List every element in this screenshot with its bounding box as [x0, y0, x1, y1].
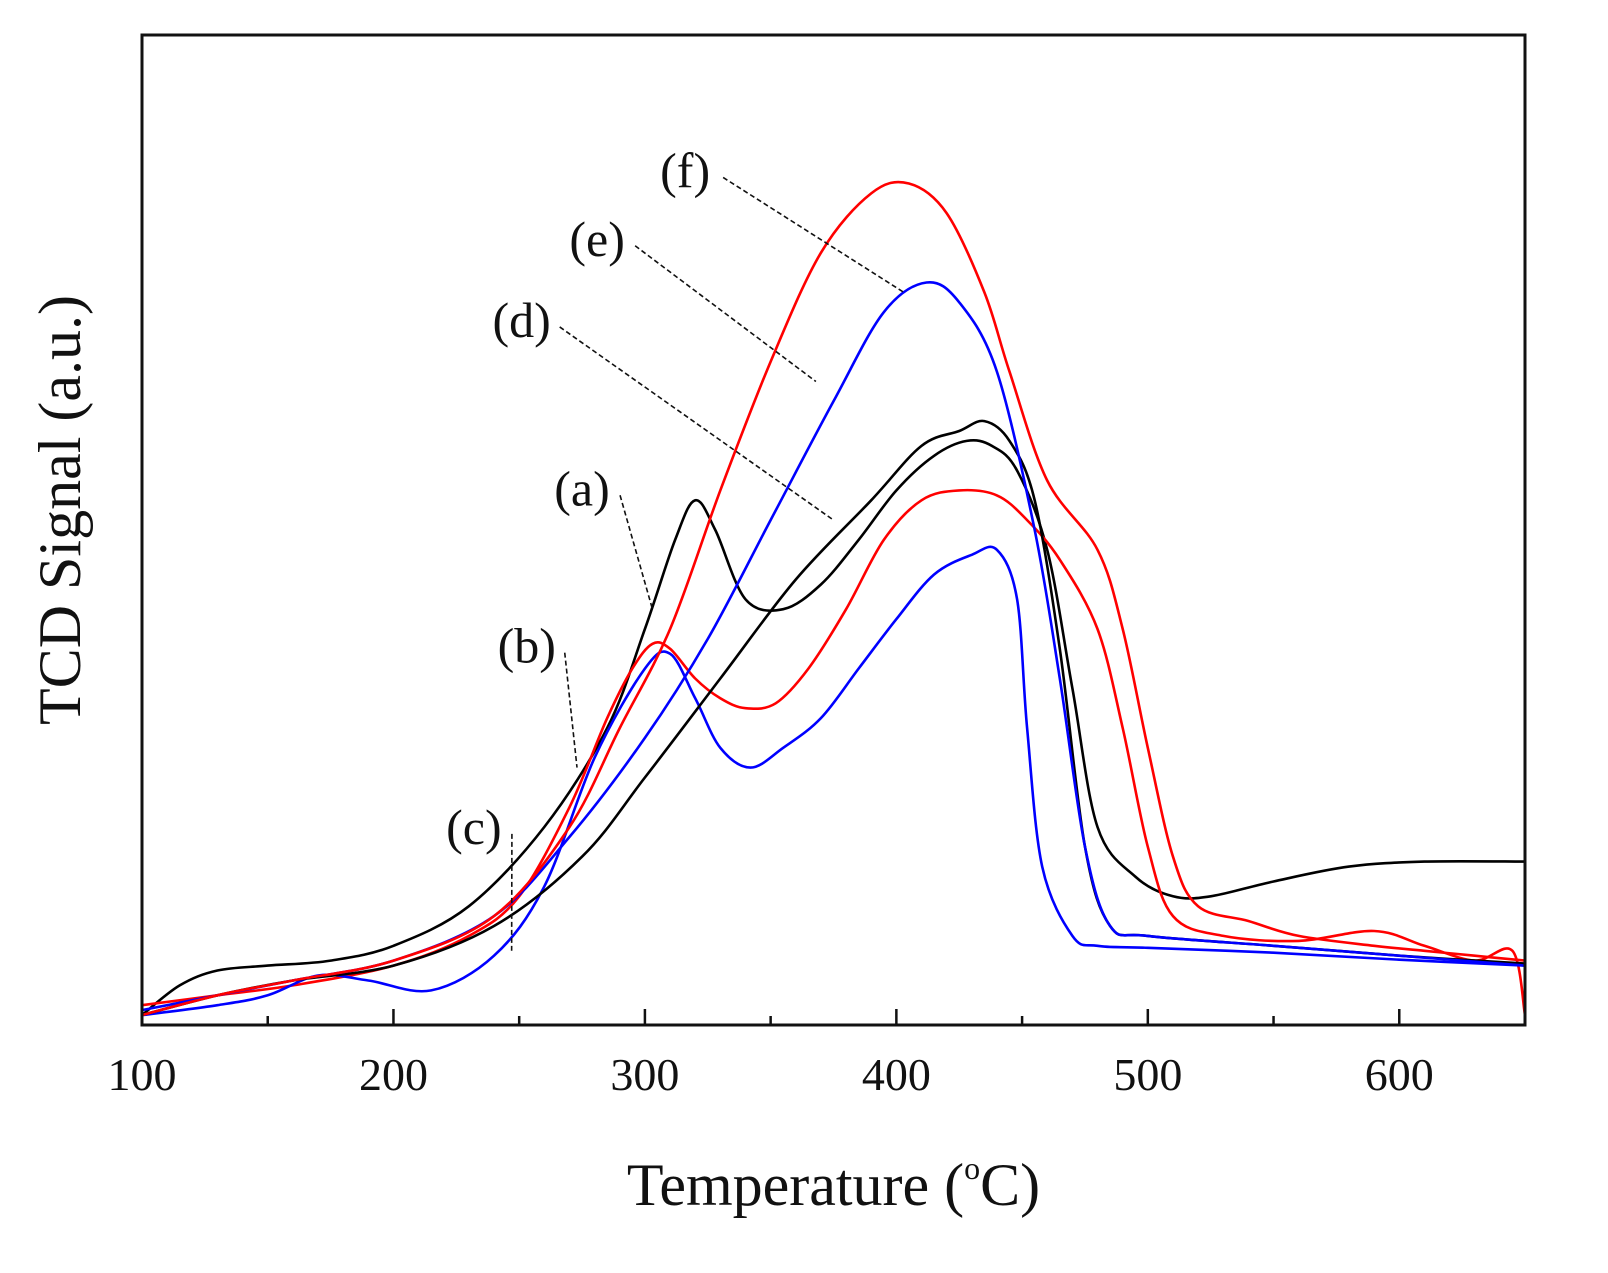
annotation-label-f: (f)	[660, 142, 710, 198]
x-tick-label-300: 300	[610, 1049, 679, 1100]
annotation-leader-f	[722, 176, 905, 294]
annotation-label-b: (b)	[498, 618, 556, 674]
series-line-d	[140, 419, 1527, 1017]
series-line-b	[140, 488, 1527, 1017]
annotation-label-e: (e)	[569, 211, 625, 267]
series-line-f	[140, 180, 1527, 1017]
y-axis-title: TCD Signal (a.u.)	[27, 295, 93, 725]
x-axis-title-unit: C)	[980, 1152, 1040, 1218]
series-line-c	[140, 545, 1527, 1017]
series-line-a	[140, 439, 1527, 1017]
annotation-label-d: (d)	[493, 292, 551, 348]
annotation-label-a: (a)	[554, 460, 610, 516]
annotation-leaders	[510, 176, 905, 951]
annotation-label-c: (c)	[446, 799, 502, 855]
series-layer	[140, 180, 1527, 1017]
annotation-leader-e	[634, 245, 817, 383]
x-axis-title-degree: o	[964, 1150, 980, 1186]
annotation-leader-a	[619, 495, 654, 610]
x-axis-title-main: Temperature (	[627, 1152, 964, 1218]
x-axis-title: Temperature (oC)	[627, 1150, 1040, 1218]
series-line-e	[140, 280, 1527, 1012]
plot-frame	[140, 33, 1527, 1027]
x-tick-label-400: 400	[862, 1049, 931, 1100]
x-axis-ticks: 100 200 300 400 500 600	[108, 1009, 1527, 1100]
x-tick-label-600: 600	[1365, 1049, 1434, 1100]
x-tick-label-100: 100	[108, 1049, 177, 1100]
x-tick-label-200: 200	[359, 1049, 428, 1100]
x-tick-label-500: 500	[1113, 1049, 1182, 1100]
annotation-leader-b	[563, 652, 578, 768]
annotation-labels: (a) (b) (c) (d) (e) (f)	[446, 142, 710, 854]
